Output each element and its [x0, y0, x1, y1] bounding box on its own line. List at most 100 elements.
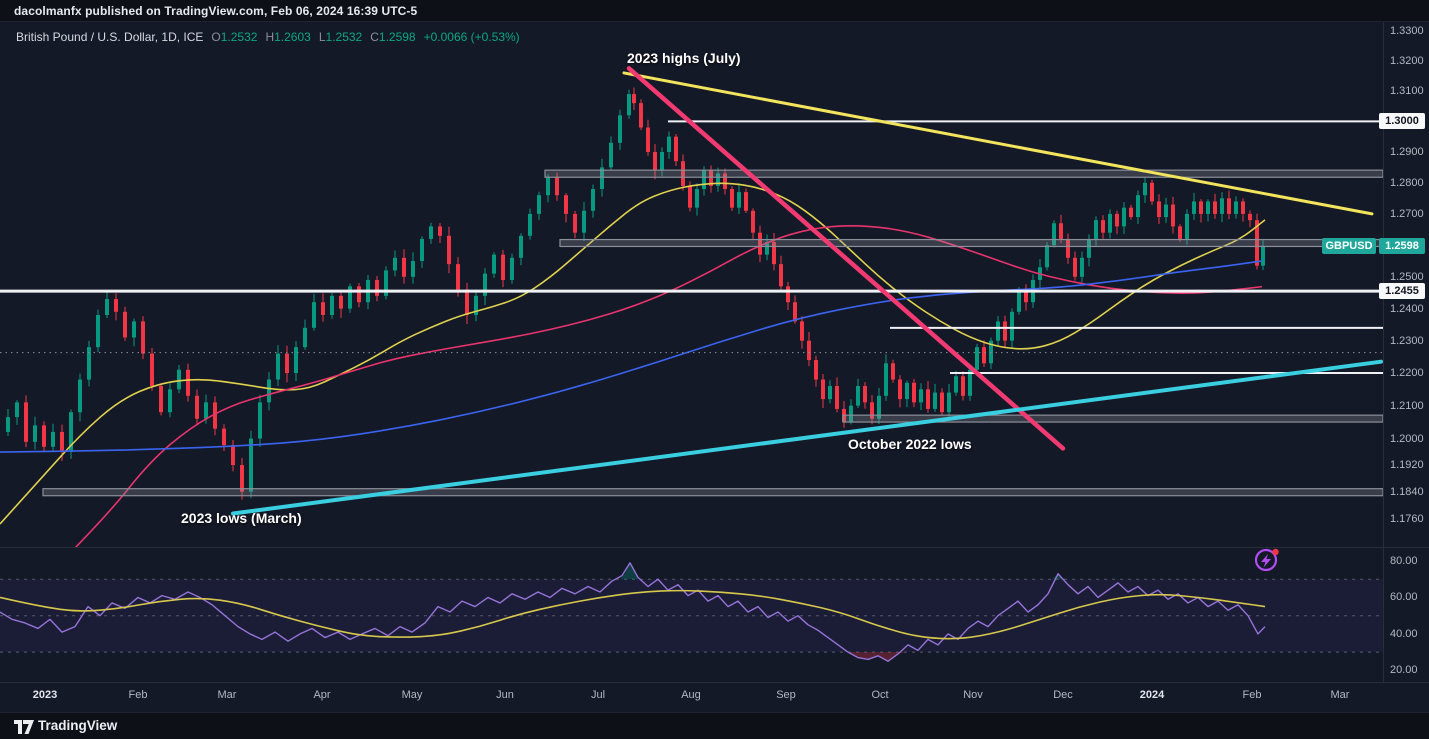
zone-1.2820-1.2841[interactable] — [544, 169, 1383, 178]
price-badge-1.2455: 1.2455 — [1379, 283, 1425, 300]
candle-body — [716, 173, 720, 186]
rsi-tick-20.00: 20.00 — [1390, 664, 1418, 677]
chart-widget[interactable]: British Pound / U.S. Dollar, 1D, ICE O1.2… — [0, 22, 1429, 712]
candle-body — [69, 412, 73, 452]
candle-body — [744, 192, 748, 211]
candle-body — [1108, 213, 1112, 233]
candle-body — [1157, 201, 1161, 218]
candle-body — [765, 242, 769, 255]
candle-body — [321, 302, 325, 316]
candle-body — [87, 347, 91, 380]
candle-body — [51, 431, 55, 447]
change-readout: +0.0066 (+0.53%) — [423, 30, 520, 44]
candle-body — [114, 299, 118, 312]
descending-resistance-from-2023-highs[interactable] — [622, 71, 1374, 216]
candle-body — [730, 189, 734, 208]
candle-body — [632, 94, 636, 104]
candle-body — [800, 321, 804, 341]
zone-1.2596-1.2618[interactable] — [559, 238, 1383, 248]
candle-body — [1150, 182, 1154, 202]
candle-body — [856, 386, 860, 406]
ohlc-readout: O1.2532 H1.2603 L1.2532 C1.2598 +0.0066 (+0.… — [211, 30, 520, 44]
time-tick-Mar: Mar — [1330, 689, 1350, 701]
candle-body — [546, 176, 550, 196]
annotation-2023-highs[interactable]: 2023 highs (July) — [627, 50, 741, 66]
zone-1.1828-1.1849[interactable] — [42, 488, 1383, 497]
time-tick-Sep: Sep — [776, 689, 796, 701]
tradingview-wordmark[interactable]: TradingView — [38, 718, 118, 733]
candle-body — [919, 389, 923, 403]
candle-body — [132, 321, 136, 338]
tradingview-logo-icon[interactable] — [14, 719, 34, 735]
candle-body — [195, 395, 199, 419]
candle-body — [222, 428, 226, 446]
candle-body — [1045, 245, 1049, 268]
candle-body — [285, 353, 289, 374]
candle-body — [339, 295, 343, 309]
price-tick-1.2000: 1.2000 — [1390, 432, 1424, 445]
candle-body — [609, 142, 613, 168]
flash-ring — [1254, 548, 1278, 572]
candle-body — [1199, 201, 1203, 214]
zone-1.2050-1.2071[interactable] — [842, 414, 1383, 423]
footer-bar: TradingView — [0, 712, 1429, 739]
candle-body — [1122, 207, 1126, 227]
symbol-title[interactable]: British Pound / U.S. Dollar, 1D, ICE — [16, 30, 204, 44]
candle-body — [330, 295, 334, 316]
annotation-october-2022-lows[interactable]: October 2022 lows — [848, 436, 972, 452]
ascending-support-from-2023-lows[interactable] — [231, 359, 1383, 516]
last-price-symbol-badge: GBPUSD — [1322, 237, 1376, 254]
candle-body — [709, 170, 713, 186]
candle-body — [912, 382, 916, 403]
candle-body — [1234, 201, 1238, 214]
price-tick-1.1840: 1.1840 — [1390, 485, 1424, 498]
rsi-overbought-fill — [620, 562, 641, 580]
candle-body — [989, 340, 993, 364]
candle-body — [807, 340, 811, 361]
last-price-badge: 1.2598 — [1379, 237, 1425, 254]
candle-body — [276, 353, 280, 380]
candle-body — [231, 445, 235, 466]
candle-body — [456, 264, 460, 290]
candle-body — [779, 264, 783, 287]
candle-body — [667, 136, 671, 152]
candle-body — [660, 151, 664, 171]
candle-body — [258, 402, 262, 439]
candle-body — [821, 379, 825, 400]
steep-downtrend-july-to-oct[interactable] — [626, 66, 1066, 451]
price-tick-1.2100: 1.2100 — [1390, 399, 1424, 412]
quick-action-flash-icon[interactable] — [1252, 545, 1282, 575]
price-tick-1.2400: 1.2400 — [1390, 302, 1424, 315]
candle-body — [105, 299, 109, 316]
candle-body — [1024, 289, 1028, 303]
symbol-legend[interactable]: British Pound / U.S. Dollar, 1D, ICE O1.2… — [16, 30, 520, 44]
candle-body — [646, 127, 650, 152]
main-pane[interactable] — [0, 66, 1383, 548]
rsi-pane[interactable] — [0, 562, 1383, 662]
candle-body — [60, 431, 64, 452]
candle-body — [465, 289, 469, 316]
annotation-2023-lows[interactable]: 2023 lows (March) — [181, 510, 302, 526]
price-tick-1.3100: 1.3100 — [1390, 85, 1424, 98]
candle-body — [438, 226, 442, 236]
candle-body — [1073, 257, 1077, 277]
candle-body — [1185, 213, 1189, 239]
price-tick-1.2300: 1.2300 — [1390, 334, 1424, 347]
candle-body — [402, 257, 406, 277]
ma-slow-blue — [0, 260, 1263, 453]
time-tick-Oct: Oct — [871, 689, 889, 701]
candle-body — [303, 327, 307, 348]
candle-body — [1017, 289, 1021, 312]
candle-body — [150, 353, 154, 387]
chart-canvas[interactable] — [0, 22, 1429, 712]
candle-body — [204, 402, 208, 419]
candle-body — [375, 279, 379, 296]
pane-separator — [0, 547, 1429, 548]
candle-body — [786, 286, 790, 303]
candle-body — [429, 226, 433, 239]
candle-body — [24, 402, 28, 442]
bolt-icon — [1261, 554, 1271, 568]
candle-body — [600, 167, 604, 190]
time-axis-separator — [0, 682, 1429, 683]
candle-body — [1080, 257, 1084, 277]
